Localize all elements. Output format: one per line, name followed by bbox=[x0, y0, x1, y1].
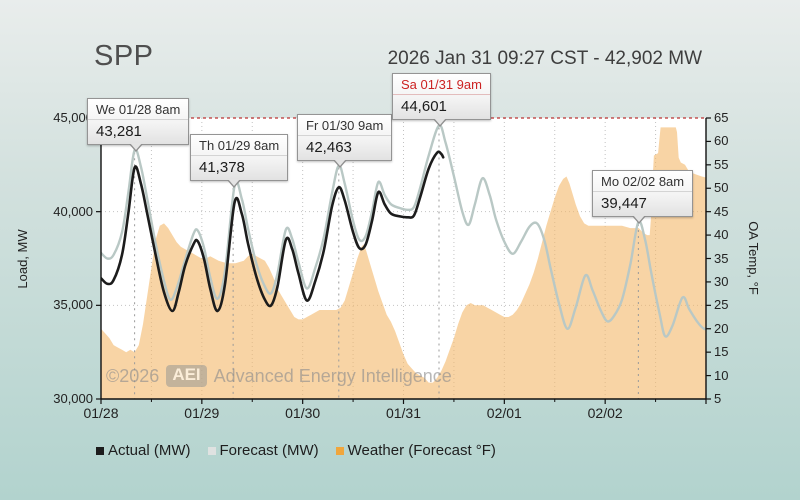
peak-annotation-time: Mo 02/02 8am bbox=[593, 171, 693, 193]
temp-axis-tick-label: 15 bbox=[714, 344, 729, 360]
peak-annotation-time: Sa 01/31 9am bbox=[393, 74, 490, 96]
forecast-series-line bbox=[101, 124, 706, 338]
watermark: ©2026 AEI Advanced Energy Intelligence bbox=[106, 365, 452, 387]
right-axis-title: OA Temp, °F bbox=[746, 221, 761, 295]
temp-axis-tick-label: 65 bbox=[714, 110, 729, 125]
actual-series-line bbox=[101, 150, 445, 313]
weather-area bbox=[101, 127, 706, 399]
legend-label: Weather (Forecast °F) bbox=[347, 442, 496, 459]
x-axis-tick-label: 02/01 bbox=[486, 405, 522, 421]
temp-axis-tick-label: 30 bbox=[714, 273, 729, 289]
legend-item-actual[interactable]: Actual (MW) bbox=[96, 442, 191, 459]
temp-axis-tick-label: 60 bbox=[714, 133, 729, 149]
annotation-arrow-icon bbox=[129, 143, 142, 151]
x-axis-tick-label: 02/02 bbox=[587, 405, 623, 421]
temp-axis-tick-label: 45 bbox=[714, 203, 729, 219]
temp-axis-tick-label: 5 bbox=[714, 391, 722, 406]
y-axis-tick-label: 40,000 bbox=[53, 203, 93, 219]
y-axis-tick-label: 45,000 bbox=[53, 110, 93, 125]
current-load-status: 2026 Jan 31 09:27 CST - 42,902 MW bbox=[387, 48, 702, 69]
peak-annotation-value: 42,463 bbox=[306, 138, 352, 156]
temp-axis-tick-label: 25 bbox=[714, 297, 729, 313]
legend-swatch-icon bbox=[207, 446, 216, 455]
x-axis-tick-label: 01/28 bbox=[83, 405, 119, 421]
legend-swatch-icon bbox=[96, 446, 104, 455]
peak-annotation: Fr 01/30 9am 42,463 bbox=[297, 113, 393, 168]
y-axis-tick-label: 35,000 bbox=[53, 297, 93, 313]
temp-axis-tick-label: 10 bbox=[714, 367, 729, 383]
watermark-copyright: ©2026 bbox=[106, 365, 160, 386]
peak-annotation: Mo 02/02 8am 39,447 bbox=[592, 170, 694, 225]
temp-axis-tick-label: 55 bbox=[714, 156, 729, 172]
peak-annotation: Sa 01/31 9am 44,601 bbox=[392, 73, 491, 128]
annotation-arrow-icon bbox=[228, 178, 241, 186]
peak-annotation: Th 01/29 8am 41,378 bbox=[190, 133, 289, 188]
peak-annotation-value: 44,601 bbox=[401, 98, 447, 116]
page-title: SPP bbox=[94, 40, 154, 72]
peak-annotation: We 01/28 8am 43,281 bbox=[87, 98, 190, 153]
peak-annotation-value: 41,378 bbox=[199, 158, 245, 176]
annotation-arrow-icon bbox=[333, 158, 346, 166]
x-axis-tick-label: 01/29 bbox=[184, 405, 220, 421]
temp-axis-tick-label: 50 bbox=[714, 180, 729, 196]
left-axis-title: Load, MW bbox=[15, 229, 30, 289]
annotation-arrow-icon bbox=[434, 118, 446, 126]
peak-annotation-value: 39,447 bbox=[601, 195, 647, 213]
peak-annotation-time: Fr 01/30 9am bbox=[298, 115, 392, 136]
temp-axis-tick-label: 20 bbox=[714, 320, 729, 336]
legend-item-forecast[interactable]: Forecast (MW) bbox=[207, 442, 319, 459]
legend-label: Forecast (MW) bbox=[219, 442, 319, 459]
peak-annotation-time: We 01/28 8am bbox=[88, 99, 189, 121]
aei-logo: AEI bbox=[166, 365, 207, 387]
watermark-name: Advanced Energy Intelligence bbox=[213, 365, 452, 386]
chart-legend: Actual (MW) Forecast (MW) Weather (Forecas… bbox=[96, 442, 496, 459]
temp-axis-tick-label: 35 bbox=[714, 250, 729, 266]
temp-axis-tick-label: 40 bbox=[714, 227, 729, 243]
x-axis-tick-label: 01/31 bbox=[385, 405, 422, 421]
y-axis-tick-label: 30,000 bbox=[53, 391, 93, 406]
legend-label: Actual (MW) bbox=[108, 442, 191, 459]
peak-annotation-value: 43,281 bbox=[96, 123, 142, 141]
annotation-arrow-icon bbox=[633, 215, 646, 223]
legend-swatch-icon bbox=[335, 446, 344, 455]
x-axis-tick-label: 01/30 bbox=[285, 405, 321, 421]
legend-item-weather[interactable]: Weather (Forecast °F) bbox=[335, 442, 496, 459]
peak-annotation-time: Th 01/29 8am bbox=[191, 135, 288, 156]
